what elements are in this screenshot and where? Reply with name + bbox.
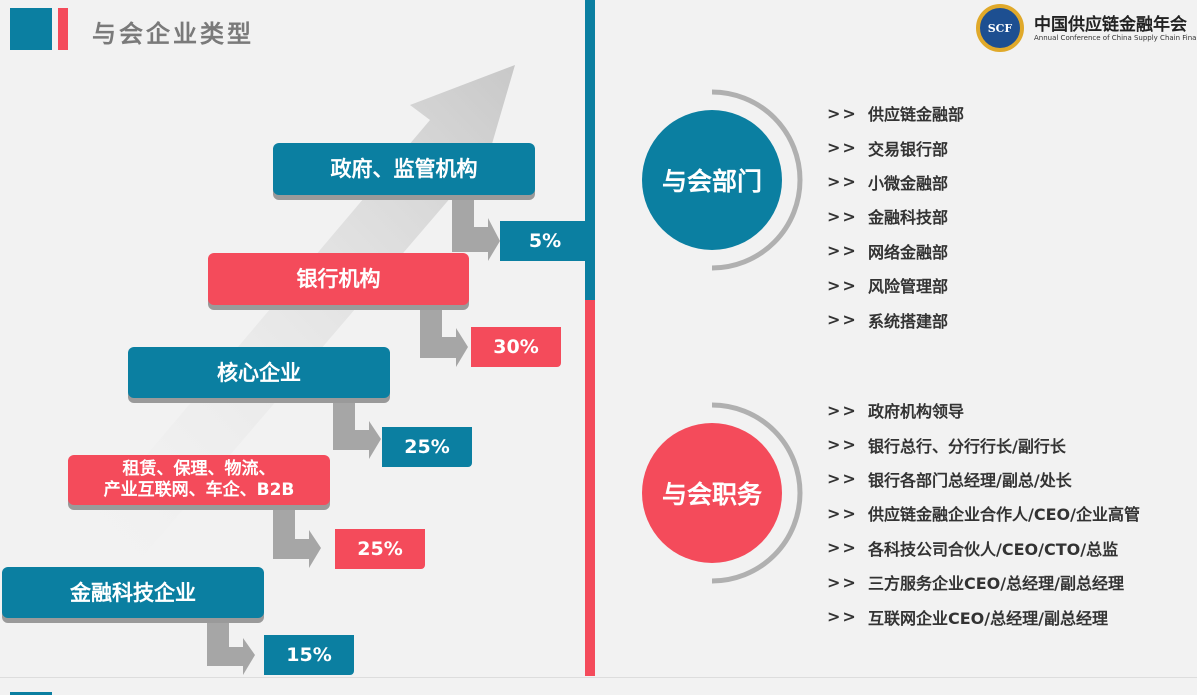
departments-circle: 与会部门 [642, 110, 782, 250]
list-item: >> 供应链金融部 [827, 103, 965, 125]
tier-bank-percent: 30% [471, 327, 561, 367]
list-item: >> 小微金融部 [827, 172, 949, 193]
list-item: >> 银行各部门总经理/副总/处长 [827, 469, 1072, 490]
page-title: 与会企业类型 [92, 20, 254, 48]
list-item: >> 政府机构领导 [827, 400, 965, 422]
list-item: >> 互联网企业CEO/总经理/副总经理 [827, 607, 1108, 628]
positions-circle: 与会职务 [642, 423, 782, 563]
tier-core-percent: 25% [382, 427, 472, 467]
tier-services-percent: 25% [335, 529, 425, 569]
list-item: >> 银行总行、分行行长/副行长 [827, 435, 1066, 456]
positions-list: >> 政府机构领导 >> 银行总行、分行行长/副行长 >> 银行各部门总经理/副总/处… [827, 393, 1140, 634]
divider-top [585, 0, 595, 300]
list-item: >> 金融科技部 [827, 206, 949, 228]
divider-bottom [585, 300, 595, 676]
list-item: >> 风险管理部 [827, 275, 949, 297]
next-slide-square [10, 692, 52, 695]
tier-fintech: 金融科技企业 [2, 567, 264, 618]
list-item: >> 各科技公司合伙人/CEO/CTO/总监 [827, 538, 1119, 559]
logo-badge: SCF [976, 4, 1024, 52]
list-item: >> 三方服务企业CEO/总经理/副总经理 [827, 572, 1124, 594]
tier-bank: 银行机构 [208, 253, 469, 305]
logo-subtitle: Annual Conference of China Supply Chain … [1034, 34, 1197, 42]
tier-fintech-percent: 15% [264, 635, 354, 675]
list-item: >> 供应链金融企业合作人/CEO/企业高管 [827, 503, 1140, 525]
list-item: >> 系统搭建部 [827, 310, 949, 331]
logo-name: 中国供应链金融年会 [1034, 15, 1187, 35]
header-bar [58, 8, 68, 50]
tier-services-line2: 产业互联网、车企、B2B [103, 480, 295, 500]
list-item: >> 交易银行部 [827, 138, 949, 159]
tier-government: 政府、监管机构 [273, 143, 535, 195]
ring-arcs [711, 89, 803, 584]
tier-services: 租赁、保理、物流、 产业互联网、车企、B2B [68, 455, 330, 505]
bottom-divider [0, 677, 1197, 678]
departments-list: >> 供应链金融部 >> 交易银行部 >> 小微金融部 >> 金融科技部 >> 网络金融部… [827, 96, 964, 337]
tier-services-line1: 租赁、保理、物流、 [122, 459, 276, 479]
tier-government-percent: 5% [500, 221, 590, 261]
list-item: >> 网络金融部 [827, 241, 949, 262]
tier-core-enterprise: 核心企业 [128, 347, 390, 398]
logo: SCF 中国供应链金融年会 Annual Conference of China… [976, 4, 1197, 54]
header-square [10, 8, 52, 50]
